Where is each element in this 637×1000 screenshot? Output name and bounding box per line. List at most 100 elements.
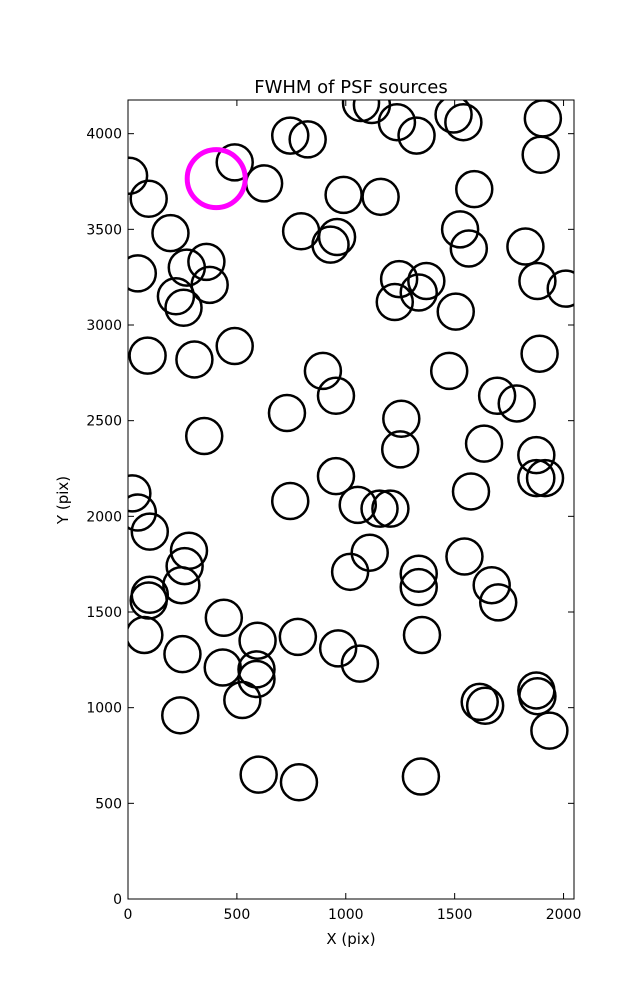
psf-source-marker xyxy=(377,102,417,142)
psf-source-marker xyxy=(478,583,518,622)
highlighted-source-marker xyxy=(184,147,248,211)
y-tick-label: 3000 xyxy=(86,318,122,334)
psf-source-marker xyxy=(130,512,170,551)
psf-source-marker xyxy=(324,175,363,215)
psf-source-marker xyxy=(161,696,200,735)
x-axis-label: X (pix) xyxy=(326,930,375,948)
psf-source-marker xyxy=(451,472,491,511)
psf-source-marker xyxy=(379,259,419,299)
psf-source-marker xyxy=(371,489,410,528)
psf-source-marker xyxy=(151,213,190,253)
psf-source-marker xyxy=(477,376,517,416)
psf-source-marker xyxy=(303,351,343,391)
psf-source-marker xyxy=(380,430,420,469)
psf-source-marker xyxy=(506,227,545,266)
psf-source-marker xyxy=(239,755,278,794)
y-tick-label: 2500 xyxy=(86,414,122,430)
psf-source-marker xyxy=(517,458,556,498)
psf-source-marker xyxy=(288,120,327,159)
psf-source-marker xyxy=(267,393,307,433)
psf-source-marker xyxy=(440,210,480,249)
psf-source-marker xyxy=(128,156,149,196)
psf-source-marker xyxy=(163,634,202,674)
psf-source-marker xyxy=(350,533,389,572)
psf-source-marker xyxy=(316,456,356,496)
psf-source-marker xyxy=(517,435,556,475)
psf-source-marker xyxy=(361,177,400,217)
psf-source-marker xyxy=(278,617,318,657)
psf-source-marker xyxy=(175,340,214,379)
psf-source-marker xyxy=(190,265,229,305)
psf-source-marker xyxy=(223,680,262,720)
psf-source-marker xyxy=(279,763,319,802)
psf-source-marker xyxy=(523,100,563,138)
psf-source-marker xyxy=(340,644,380,683)
psf-source-marker xyxy=(215,143,254,182)
psf-source-marker xyxy=(455,169,494,209)
psf-source-marker xyxy=(444,102,483,142)
psf-source-marker xyxy=(204,598,244,637)
psf-source-marker xyxy=(382,399,421,439)
x-tick-label: 1500 xyxy=(437,907,473,923)
psf-source-marker xyxy=(270,116,310,155)
y-tick-label: 1500 xyxy=(86,605,122,621)
psf-source-marker xyxy=(311,225,350,264)
psf-source-marker xyxy=(128,615,164,655)
psf-source-marker xyxy=(238,621,277,660)
psf-source-marker xyxy=(530,711,569,750)
psf-source-marker xyxy=(360,489,399,528)
psf-source-marker xyxy=(399,273,438,312)
psf-source-marker xyxy=(429,351,469,391)
psf-source-marker xyxy=(465,686,505,726)
psf-source-marker xyxy=(128,254,158,293)
psf-source-marker xyxy=(128,474,152,513)
psf-source-marker xyxy=(338,485,378,525)
psf-source-marker xyxy=(399,554,438,593)
y-tick-label: 4000 xyxy=(86,127,122,143)
psf-source-marker xyxy=(401,757,441,796)
psf-source-marker xyxy=(330,552,370,592)
psf-source-marker xyxy=(402,615,442,655)
y-axis-label: Y (pix) xyxy=(54,476,72,525)
x-tick-label: 1000 xyxy=(328,907,364,923)
psf-source-marker xyxy=(165,546,204,586)
psf-source-marker xyxy=(341,100,381,123)
chart-title: FWHM of PSF sources xyxy=(254,77,448,98)
psf-source-marker xyxy=(497,384,536,423)
psf-source-marker xyxy=(237,659,276,699)
x-tick-label: 500 xyxy=(224,907,251,923)
psf-source-marker xyxy=(129,179,168,218)
psf-source-marker xyxy=(270,481,310,521)
psf-source-marker xyxy=(464,424,504,463)
psf-source-marker xyxy=(318,629,358,668)
psf-source-marker xyxy=(162,565,201,605)
psf-source-marker xyxy=(399,567,438,607)
psf-source-marker xyxy=(520,334,559,373)
x-tick-label: 2000 xyxy=(546,907,582,923)
psf-source-marker xyxy=(518,676,557,716)
psf-source-marker xyxy=(316,376,356,416)
psf-source-marker xyxy=(375,282,415,322)
plot-frame xyxy=(127,99,575,900)
psf-source-marker xyxy=(434,100,473,134)
y-tick-label: 3500 xyxy=(86,222,122,238)
psf-source-marker xyxy=(215,326,254,366)
psf-source-marker xyxy=(128,493,158,532)
psf-source-marker xyxy=(407,261,446,301)
psf-source-marker xyxy=(525,458,565,498)
y-tick-label: 500 xyxy=(95,796,122,812)
psf-source-marker xyxy=(436,292,475,331)
psf-source-marker xyxy=(317,217,357,257)
psf-source-marker xyxy=(156,277,196,316)
y-tick-label: 0 xyxy=(113,892,122,908)
psf-source-marker xyxy=(521,135,560,174)
psf-source-marker xyxy=(203,648,242,687)
psf-source-marker xyxy=(167,248,207,287)
psf-source-marker xyxy=(164,288,203,328)
psf-source-marker xyxy=(184,416,224,456)
psf-source-marker xyxy=(445,537,484,576)
y-tick-label: 2000 xyxy=(86,509,122,525)
psf-source-marker xyxy=(472,565,511,605)
psf-source-marker xyxy=(244,164,284,203)
